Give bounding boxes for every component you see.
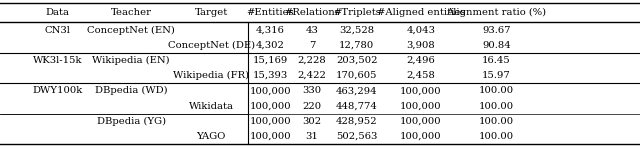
Text: 16.45: 16.45 <box>482 56 511 65</box>
Text: WK3l-15k: WK3l-15k <box>33 56 83 65</box>
Text: #Aligned entities: #Aligned entities <box>376 8 465 17</box>
Text: Wikidata: Wikidata <box>189 102 234 111</box>
Text: 502,563: 502,563 <box>336 132 378 141</box>
Text: #Relations: #Relations <box>284 8 340 17</box>
Text: 203,502: 203,502 <box>336 56 378 65</box>
Text: 43: 43 <box>305 26 319 35</box>
Text: ConceptNet (EN): ConceptNet (EN) <box>87 26 175 35</box>
Text: 12,780: 12,780 <box>339 41 374 50</box>
Text: DBpedia (YG): DBpedia (YG) <box>97 117 166 126</box>
Text: 3,908: 3,908 <box>406 41 435 50</box>
Text: 100,000: 100,000 <box>400 86 442 95</box>
Text: 2,496: 2,496 <box>406 56 435 65</box>
Text: 302: 302 <box>303 117 321 126</box>
Text: 428,952: 428,952 <box>336 117 378 126</box>
Text: 463,294: 463,294 <box>336 86 378 95</box>
Text: 170,605: 170,605 <box>336 71 378 80</box>
Text: #Entities: #Entities <box>246 8 294 17</box>
Text: Wikipedia (EN): Wikipedia (EN) <box>92 56 170 65</box>
Text: Wikipedia (FR): Wikipedia (FR) <box>173 71 249 80</box>
Text: Data: Data <box>45 8 70 17</box>
Text: 100.00: 100.00 <box>479 86 514 95</box>
Text: 100,000: 100,000 <box>250 102 291 111</box>
Text: ConceptNet (DE): ConceptNet (DE) <box>168 41 255 50</box>
Text: DWY100k: DWY100k <box>33 86 83 95</box>
Text: 32,528: 32,528 <box>339 26 374 35</box>
Text: 100.00: 100.00 <box>479 117 514 126</box>
Text: DBpedia (WD): DBpedia (WD) <box>95 86 168 95</box>
Text: 4,316: 4,316 <box>256 26 285 35</box>
Text: 100.00: 100.00 <box>479 102 514 111</box>
Text: 100,000: 100,000 <box>400 117 442 126</box>
Text: 100,000: 100,000 <box>250 117 291 126</box>
Text: 100,000: 100,000 <box>400 102 442 111</box>
Text: 2,458: 2,458 <box>406 71 435 80</box>
Text: YAGO: YAGO <box>196 132 226 141</box>
Text: 15,393: 15,393 <box>253 71 288 80</box>
Text: 100,000: 100,000 <box>250 86 291 95</box>
Text: 100,000: 100,000 <box>250 132 291 141</box>
Text: Alignment ratio (%): Alignment ratio (%) <box>446 8 547 17</box>
Text: 15,169: 15,169 <box>253 56 288 65</box>
Text: 93.67: 93.67 <box>482 26 511 35</box>
Text: 4,043: 4,043 <box>406 26 435 35</box>
Text: 448,774: 448,774 <box>336 102 378 111</box>
Text: 90.84: 90.84 <box>482 41 511 50</box>
Text: Target: Target <box>195 8 228 17</box>
Text: 100,000: 100,000 <box>400 132 442 141</box>
Text: 4,302: 4,302 <box>256 41 285 50</box>
Text: 7: 7 <box>309 41 315 50</box>
Text: 2,422: 2,422 <box>298 71 326 80</box>
Text: 2,228: 2,228 <box>298 56 326 65</box>
Text: #Triplets: #Triplets <box>333 8 381 17</box>
Text: 100.00: 100.00 <box>479 132 514 141</box>
Text: 330: 330 <box>303 86 321 95</box>
Text: 220: 220 <box>303 102 321 111</box>
Text: 15.97: 15.97 <box>482 71 511 80</box>
Text: CN3l: CN3l <box>45 26 70 35</box>
Text: 31: 31 <box>305 132 319 141</box>
Text: Teacher: Teacher <box>111 8 152 17</box>
